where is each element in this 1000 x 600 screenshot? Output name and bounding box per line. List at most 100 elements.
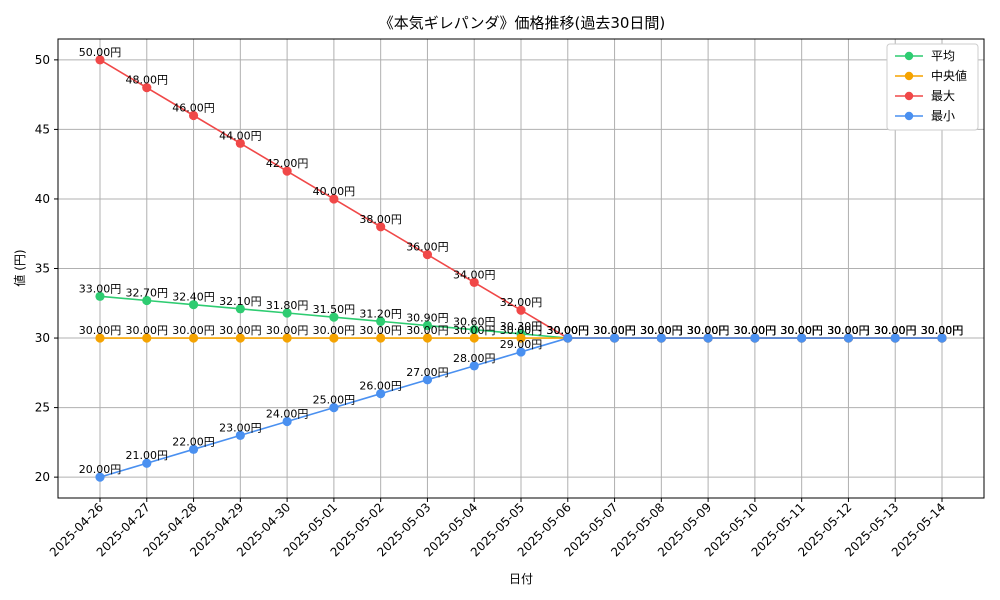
data-label-min-0: 20.00円 [79,463,122,476]
legend-label-median: 中央値 [931,68,967,83]
data-label-avg-5: 31.50円 [313,303,356,316]
data-label-median-11: 30.00円 [593,324,636,337]
data-label-avg-7: 30.90円 [406,312,449,325]
point-median-5 [329,333,339,343]
data-label-max-15: 30.00円 [780,324,823,337]
point-min-7 [422,375,433,385]
data-label-max-3: 44.00円 [219,129,262,142]
data-label-median-2: 30.00円 [172,324,215,337]
point-avg-8 [469,325,479,335]
data-label-min-10: 30.00円 [547,324,590,337]
data-label-avg-16: 30.00円 [827,324,870,337]
point-median-2 [188,333,199,343]
data-label-min-5: 25.00円 [313,394,356,407]
data-label-median-4: 30.00円 [266,324,309,337]
point-avg-0 [95,291,105,301]
point-min-9 [516,347,526,357]
point-avg-6 [376,316,386,326]
y-tick-label-35: 35 [35,262,50,276]
point-min-10 [563,333,573,343]
data-label-median-7: 30.00円 [406,324,449,337]
data-label-avg-1: 32.70円 [126,286,169,299]
data-label-max-4: 42.00円 [266,157,309,170]
legend-marker-avg [904,51,914,61]
data-label-max-8: 34.00円 [453,268,496,281]
data-label-median-6: 30.00円 [359,324,402,337]
point-min-0 [95,472,105,482]
point-min-5 [329,402,339,413]
data-label-min-15: 30.00円 [780,324,823,337]
y-tick-label-45: 45 [35,122,50,136]
point-avg-2 [188,300,199,310]
point-max-1 [142,83,152,93]
data-label-max-12: 30.00円 [640,324,683,337]
x-axis-label: 日付 [509,572,533,586]
data-label-min-13: 30.00円 [687,324,730,337]
point-min-17 [890,333,900,343]
data-label-median-15: 30.00円 [780,324,823,337]
point-median-0 [95,333,105,343]
data-label-median-10: 30.00円 [547,324,590,337]
data-label-max-9: 32.00円 [500,296,543,309]
data-label-max-13: 30.00円 [687,324,730,337]
legend-label-max: 最大 [931,89,955,103]
point-max-5 [329,194,339,204]
data-label-median-8: 30.00円 [453,324,496,337]
point-min-12 [656,333,666,343]
point-avg-3 [235,304,245,314]
point-median-9 [516,333,526,343]
data-label-min-6: 26.00円 [359,380,402,393]
point-max-0 [95,55,105,65]
y-axis-ticks: 20 25 30 35 40 45 50 [35,53,58,484]
y-axis-label: 値 (円) [12,249,27,286]
data-label-median-18: 30.00円 [921,324,964,337]
point-min-13 [703,333,713,343]
point-min-2 [188,444,199,454]
data-label-median-13: 30.00円 [687,324,730,337]
data-label-avg-10: 30.00円 [547,324,590,337]
data-label-median-5: 30.00円 [313,324,356,337]
y-tick-label-30: 30 [35,331,50,345]
legend-marker-max [904,91,914,101]
point-avg-4 [282,308,292,318]
point-median-3 [235,333,245,343]
data-label-max-14: 30.00円 [734,324,777,337]
data-label-avg-15: 30.00円 [780,324,823,337]
point-min-14 [750,333,760,343]
data-label-median-17: 30.00円 [874,324,917,337]
data-label-max-2: 46.00円 [172,102,215,115]
data-label-max-6: 38.00円 [359,213,402,226]
data-label-avg-14: 30.00円 [734,324,777,337]
data-label-median-9: 30.00円 [500,324,543,337]
point-max-7 [422,249,433,260]
data-label-max-7: 36.00円 [406,241,449,254]
point-min-8 [469,361,479,371]
grid [58,39,984,498]
series-lines [95,55,947,482]
point-max-2 [188,110,199,121]
data-label-max-16: 30.00円 [827,324,870,337]
data-label-avg-2: 32.40円 [172,291,215,304]
data-label-avg-4: 31.80円 [266,299,309,312]
data-label-min-18: 30.00円 [921,324,964,337]
data-label-min-3: 23.00円 [219,421,262,434]
data-label-avg-18: 30.00円 [921,324,964,337]
point-min-15 [797,333,807,343]
data-label-max-5: 40.00円 [313,185,356,198]
point-min-18 [937,333,947,343]
data-label-max-10: 30.00円 [547,324,590,337]
chart-title: 《本気ギレパンダ》価格推移(過去30日間) [379,14,666,32]
data-label-avg-6: 31.20円 [359,307,402,320]
data-label-avg-9: 30.30円 [500,320,543,333]
data-label-avg-11: 30.00円 [593,324,636,337]
data-label-min-14: 30.00円 [734,324,777,337]
data-label-min-17: 30.00円 [874,324,917,337]
data-labels: 33.00円 32.70円 32.40円 32.10円 31.80円 31.50円 31.2… [79,46,964,476]
data-label-max-0: 50.00円 [79,46,122,59]
point-min-6 [376,389,386,399]
point-max-3 [235,138,245,148]
point-median-4 [282,333,292,343]
point-max-6 [376,222,386,232]
data-label-avg-17: 30.00円 [874,324,917,337]
